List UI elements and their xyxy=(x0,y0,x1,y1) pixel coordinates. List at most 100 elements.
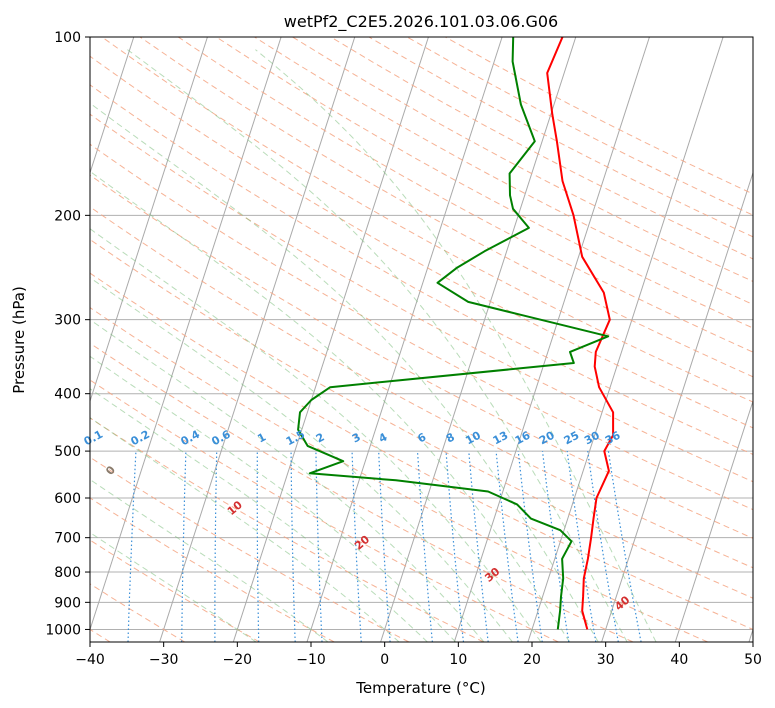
mixing-ratio-label: 10 xyxy=(463,429,483,448)
dry-adiabat-line xyxy=(90,238,753,599)
mixing-ratio-label: 1 xyxy=(255,430,268,445)
moist-adiabat-line xyxy=(90,417,400,642)
y-tick-label: 200 xyxy=(54,208,81,224)
isotherm-line xyxy=(601,171,753,642)
mixing-ratio-label: 0.1 xyxy=(82,428,105,449)
mixing-ratio-label: 13 xyxy=(491,429,511,448)
y-tick-label: 700 xyxy=(54,531,81,547)
dry-adiabat-line xyxy=(139,37,753,378)
dry-adiabat-line xyxy=(254,37,753,306)
reference-lines xyxy=(90,37,753,642)
dewpoint-profile xyxy=(297,37,610,630)
mixing-ratio-line xyxy=(495,451,519,642)
mixing-ratio-label: 4 xyxy=(377,430,390,445)
x-tick-label: 0 xyxy=(380,652,389,668)
mixing-ratio-line xyxy=(468,451,489,642)
y-tick-label: 500 xyxy=(54,444,81,460)
isotherm-line xyxy=(232,37,429,642)
mixing-ratio-line xyxy=(517,451,543,642)
y-tick-label: 400 xyxy=(54,387,81,403)
dry-adiabat-line xyxy=(177,37,753,353)
dry-adiabat-line xyxy=(90,84,753,456)
mixing-ratio-label: 30 xyxy=(582,429,602,448)
x-tick-label: −20 xyxy=(223,652,253,668)
isotherm-line xyxy=(159,37,356,642)
moist-adiabat-line xyxy=(127,49,628,642)
dry-adiabat-line xyxy=(90,583,186,642)
moist-adiabat-line xyxy=(90,102,599,642)
isotherm-line xyxy=(90,37,282,632)
dry-adiabat-line xyxy=(445,37,753,195)
moist-adiabat-line xyxy=(90,531,257,642)
mixing-ratio-line xyxy=(541,451,570,642)
mixing-ratio-label: 36 xyxy=(603,429,623,448)
mixing-ratio-line xyxy=(445,451,465,642)
dry-adiabat-line xyxy=(90,342,634,642)
mixing-ratio-line xyxy=(587,451,619,642)
dry-adiabat-line xyxy=(90,113,753,483)
mixing-ratio-label: 8 xyxy=(444,430,457,445)
mixing-ratio-label: 6 xyxy=(415,430,428,445)
dry-adiabat-label: 10 xyxy=(225,498,245,518)
moist-adiabat-line xyxy=(90,479,329,642)
mixing-ratio-label: 20 xyxy=(537,429,557,448)
moist-adiabat-line xyxy=(255,49,657,642)
y-tick-label: 600 xyxy=(54,491,81,507)
x-tick-label: −40 xyxy=(75,652,105,668)
mixing-ratio-line xyxy=(566,451,597,642)
dry-adiabat-label: 20 xyxy=(352,533,372,553)
dry-adiabat-line xyxy=(330,37,753,260)
x-tick-label: −30 xyxy=(149,652,179,668)
dry-adiabat-line xyxy=(90,272,753,630)
isotherm-line xyxy=(380,37,577,642)
y-tick-label: 900 xyxy=(54,595,81,611)
dry-adiabat-line xyxy=(216,37,753,329)
dry-adiabat-line xyxy=(90,143,753,511)
mixing-ratio-line xyxy=(214,451,218,642)
dry-adiabat-line xyxy=(90,379,559,642)
moist-adiabat-line xyxy=(90,228,542,642)
x-tick-label: 10 xyxy=(449,652,467,668)
dry-adiabat-line xyxy=(90,456,410,642)
dry-adiabat-line xyxy=(406,37,753,216)
chart-title: wetPf2_C2E5.2026.101.03.06.G06 xyxy=(284,12,558,32)
temperature-profile xyxy=(546,37,615,630)
mixing-ratio-line xyxy=(127,451,137,642)
dry-adiabat-line xyxy=(90,539,260,642)
moist-adiabat-line xyxy=(90,277,513,642)
x-axis-label: Temperature (°C) xyxy=(355,679,485,697)
axes-ticks: −40 −30 −20 −10 0 10 20 30 40 5010020030040050060… xyxy=(45,30,762,668)
isotherm-line xyxy=(453,37,650,642)
dry-adiabat-line xyxy=(90,417,484,642)
x-tick-label: 30 xyxy=(597,652,615,668)
y-tick-label: 1000 xyxy=(45,622,81,638)
moist-adiabat-line xyxy=(90,355,457,642)
x-tick-label: 50 xyxy=(744,652,762,668)
y-tick-label: 100 xyxy=(54,30,81,46)
isotherm-line xyxy=(527,37,724,642)
mixing-ratio-line xyxy=(315,451,323,642)
dry-adiabat-line xyxy=(90,306,708,642)
reference-labels: -100-90-80-70-60-50-40-30-20-10010203040… xyxy=(82,428,633,614)
mixing-ratio-line xyxy=(256,451,260,642)
dry-adiabat-line xyxy=(90,174,753,539)
mixing-ratio-line xyxy=(290,451,296,642)
y-axis-label: Pressure (hPa) xyxy=(10,286,28,394)
dry-adiabat-line xyxy=(292,37,753,282)
mixing-ratio-line xyxy=(416,451,433,642)
y-tick-label: 800 xyxy=(54,565,81,581)
dry-adiabat-line xyxy=(90,55,753,429)
plot-frame xyxy=(89,36,754,643)
dry-adiabat-label: 40 xyxy=(612,593,632,613)
mixing-ratio-label: 16 xyxy=(513,429,533,448)
mixing-ratio-label: 0.6 xyxy=(209,428,233,449)
mixing-ratio-label: 2 xyxy=(314,430,327,445)
mixing-ratio-label: 3 xyxy=(350,430,363,445)
mixing-ratio-label: 25 xyxy=(562,429,582,448)
dry-adiabat-line xyxy=(101,37,753,403)
dry-adiabat-label: 0 xyxy=(103,463,118,477)
y-tick-label: 300 xyxy=(54,313,81,329)
moist-adiabat-line xyxy=(90,170,571,642)
